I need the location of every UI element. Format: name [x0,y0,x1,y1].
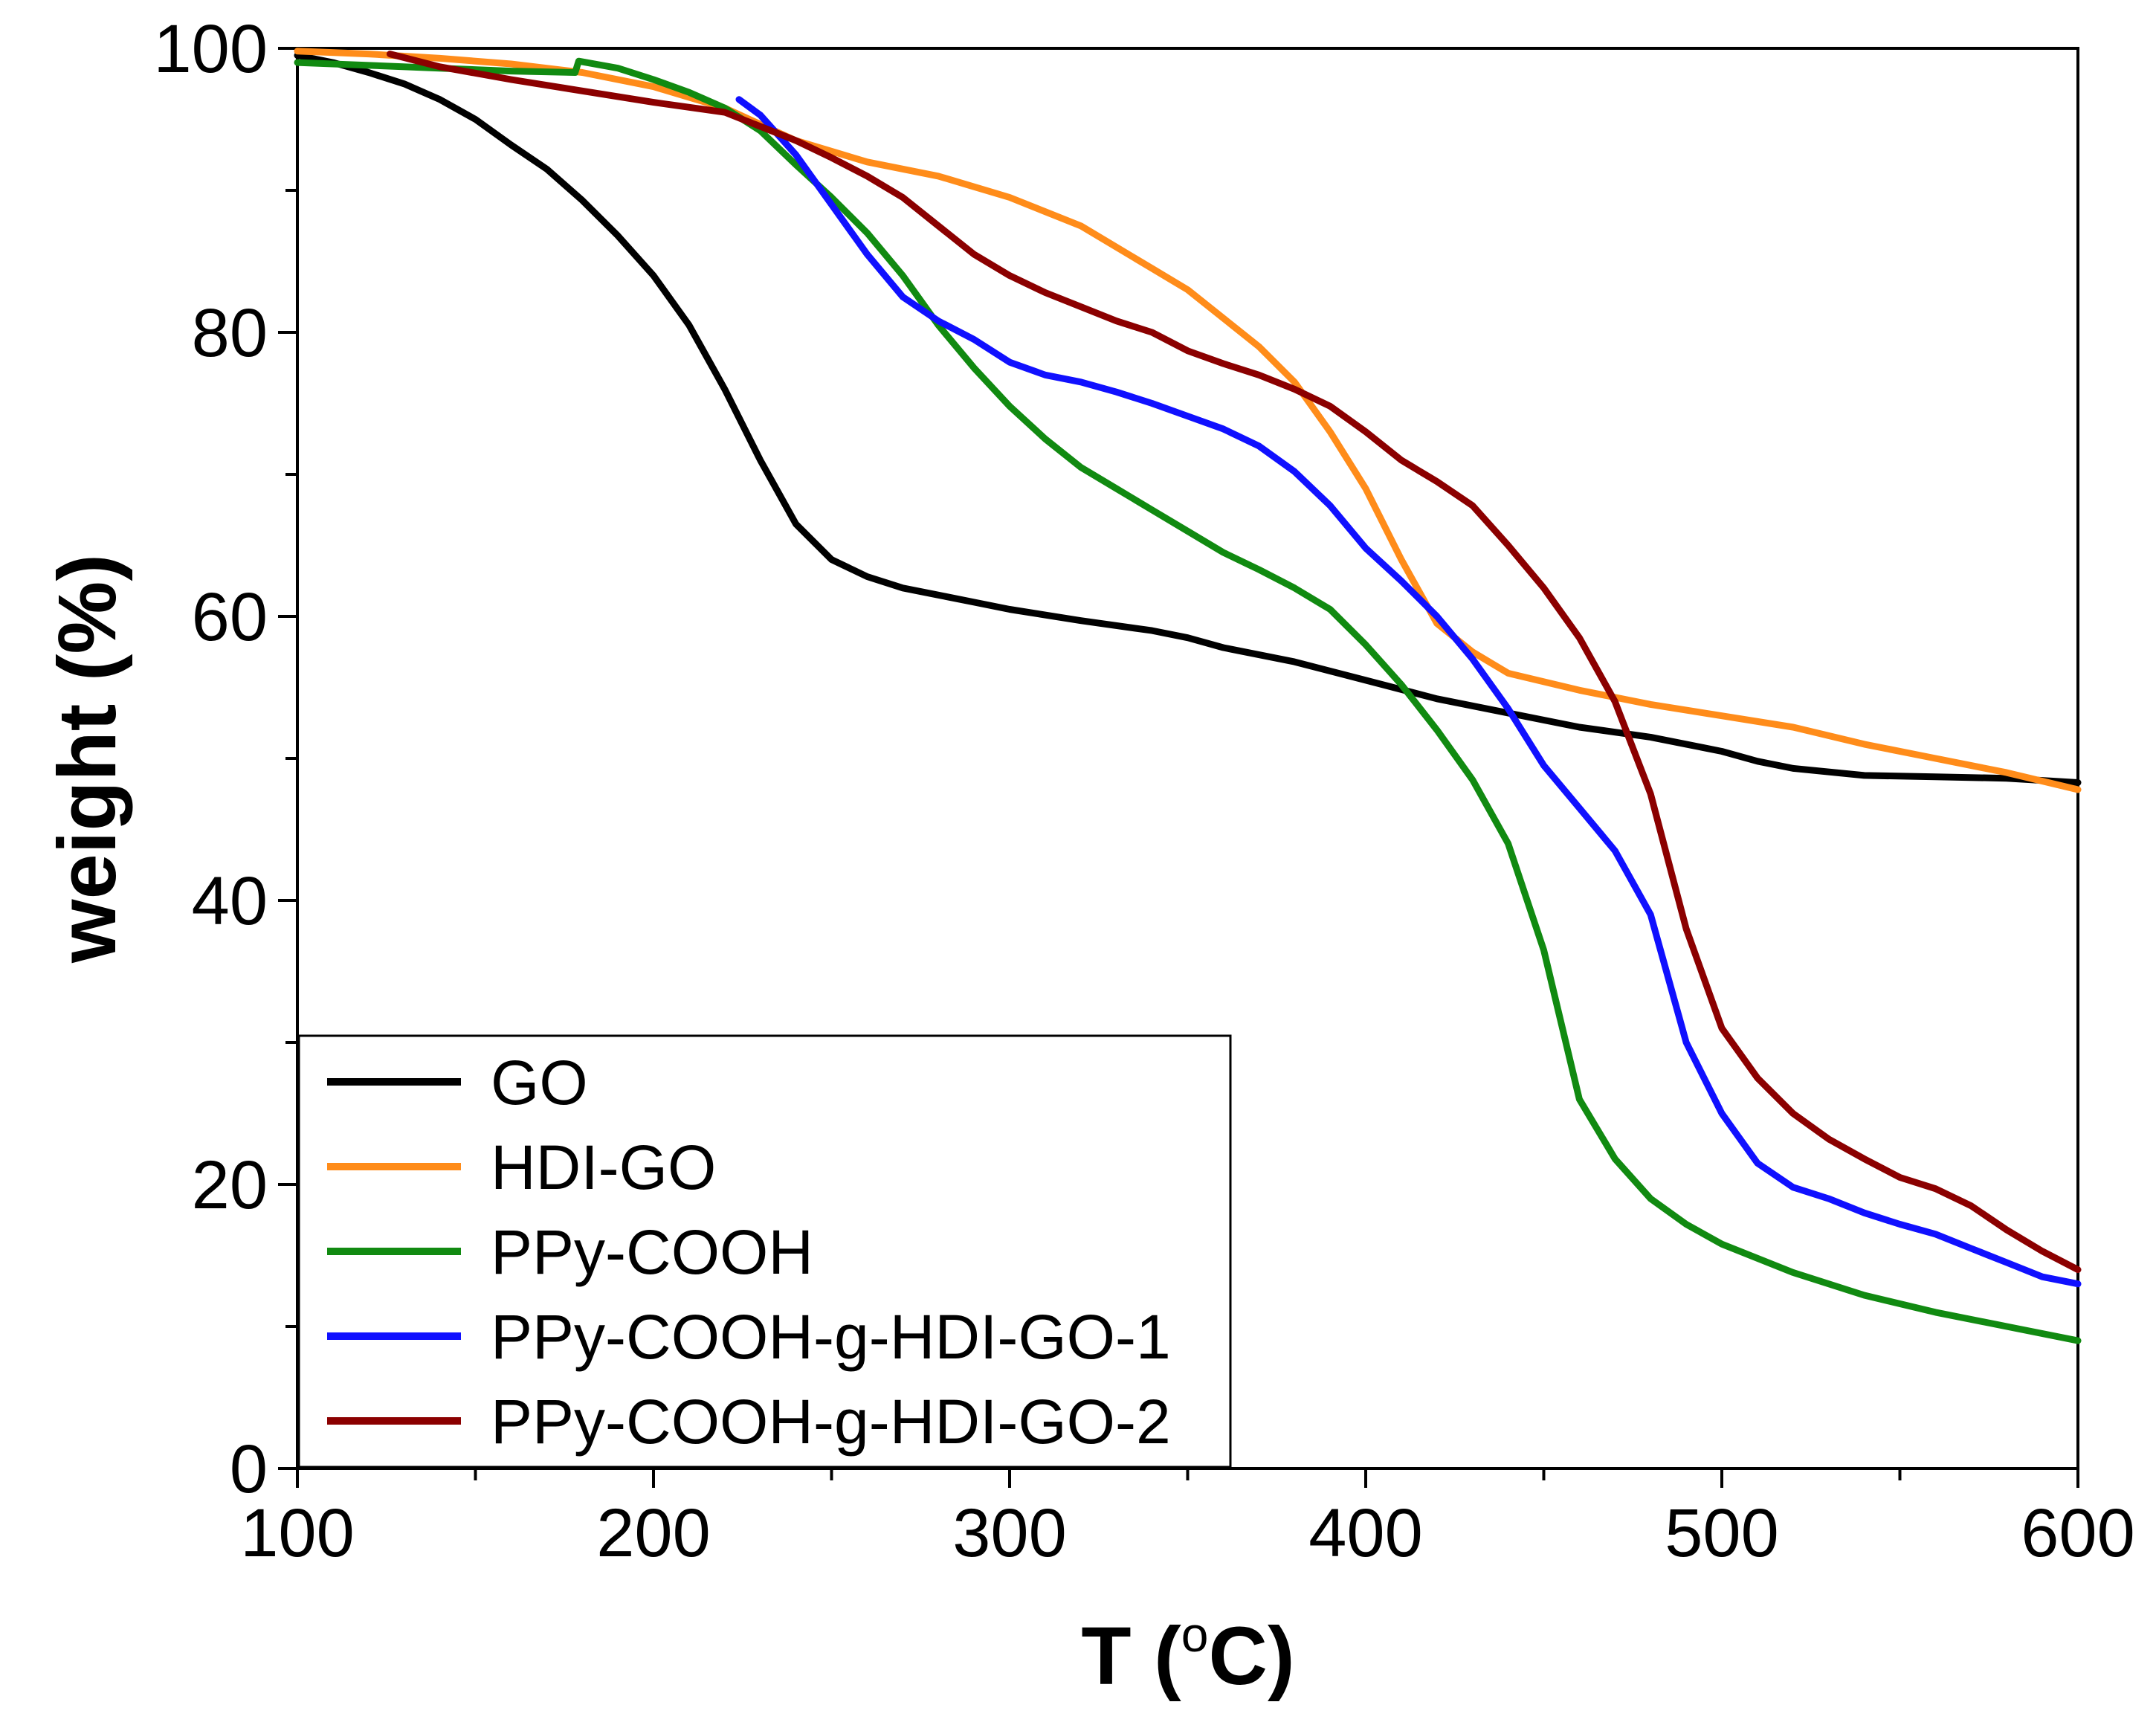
x-tick-label: 400 [1308,1495,1423,1571]
legend-label: HDI-GO [491,1132,716,1202]
series-lines [294,48,2082,1344]
y-tick-label: 40 [192,863,268,939]
x-axis-title-superscript: o [1181,1607,1209,1662]
legend-label: PPy-COOH-g-HDI-GO-1 [491,1302,1171,1372]
x-axis-title-unit: C) [1209,1611,1295,1702]
y-tick-label: 100 [154,11,268,87]
series-line-3 [294,57,2082,1344]
series-line-1 [294,52,2082,786]
y-axis-title: weight (%) [42,554,133,964]
x-axis-title-text: T ( [1081,1611,1181,1702]
y-tick-label: 60 [192,579,268,655]
y-tick-label: 80 [192,295,268,371]
y-tick-label: 20 [192,1147,268,1223]
legend: GO HDI-GO PPy-COOH PPy-COOH-g-HDI-GO-1 PPy-C… [297,1034,1232,1469]
x-tick-label: 500 [1665,1495,1779,1571]
legend-label: PPy-COOH-g-HDI-GO-2 [491,1387,1171,1457]
y-tick-label: 0 [230,1431,268,1507]
series-line-5 [387,51,2082,1274]
x-tick-label: 600 [2021,1495,2135,1571]
x-axis-ticks: 100 200 300 400 500 600 [240,1469,2135,1571]
series-line-4 [735,96,2082,1288]
x-tick-label: 300 [952,1495,1067,1571]
x-tick-label: 200 [596,1495,711,1571]
x-axis-title: T (oC) [1081,1607,1294,1702]
legend-label: PPy-COOH [491,1217,813,1287]
x-tick-label: 100 [240,1495,355,1571]
y-axis-ticks: 0 20 40 60 80 100 [154,11,297,1507]
legend-label: GO [491,1048,588,1118]
series-line-2 [294,48,2082,793]
